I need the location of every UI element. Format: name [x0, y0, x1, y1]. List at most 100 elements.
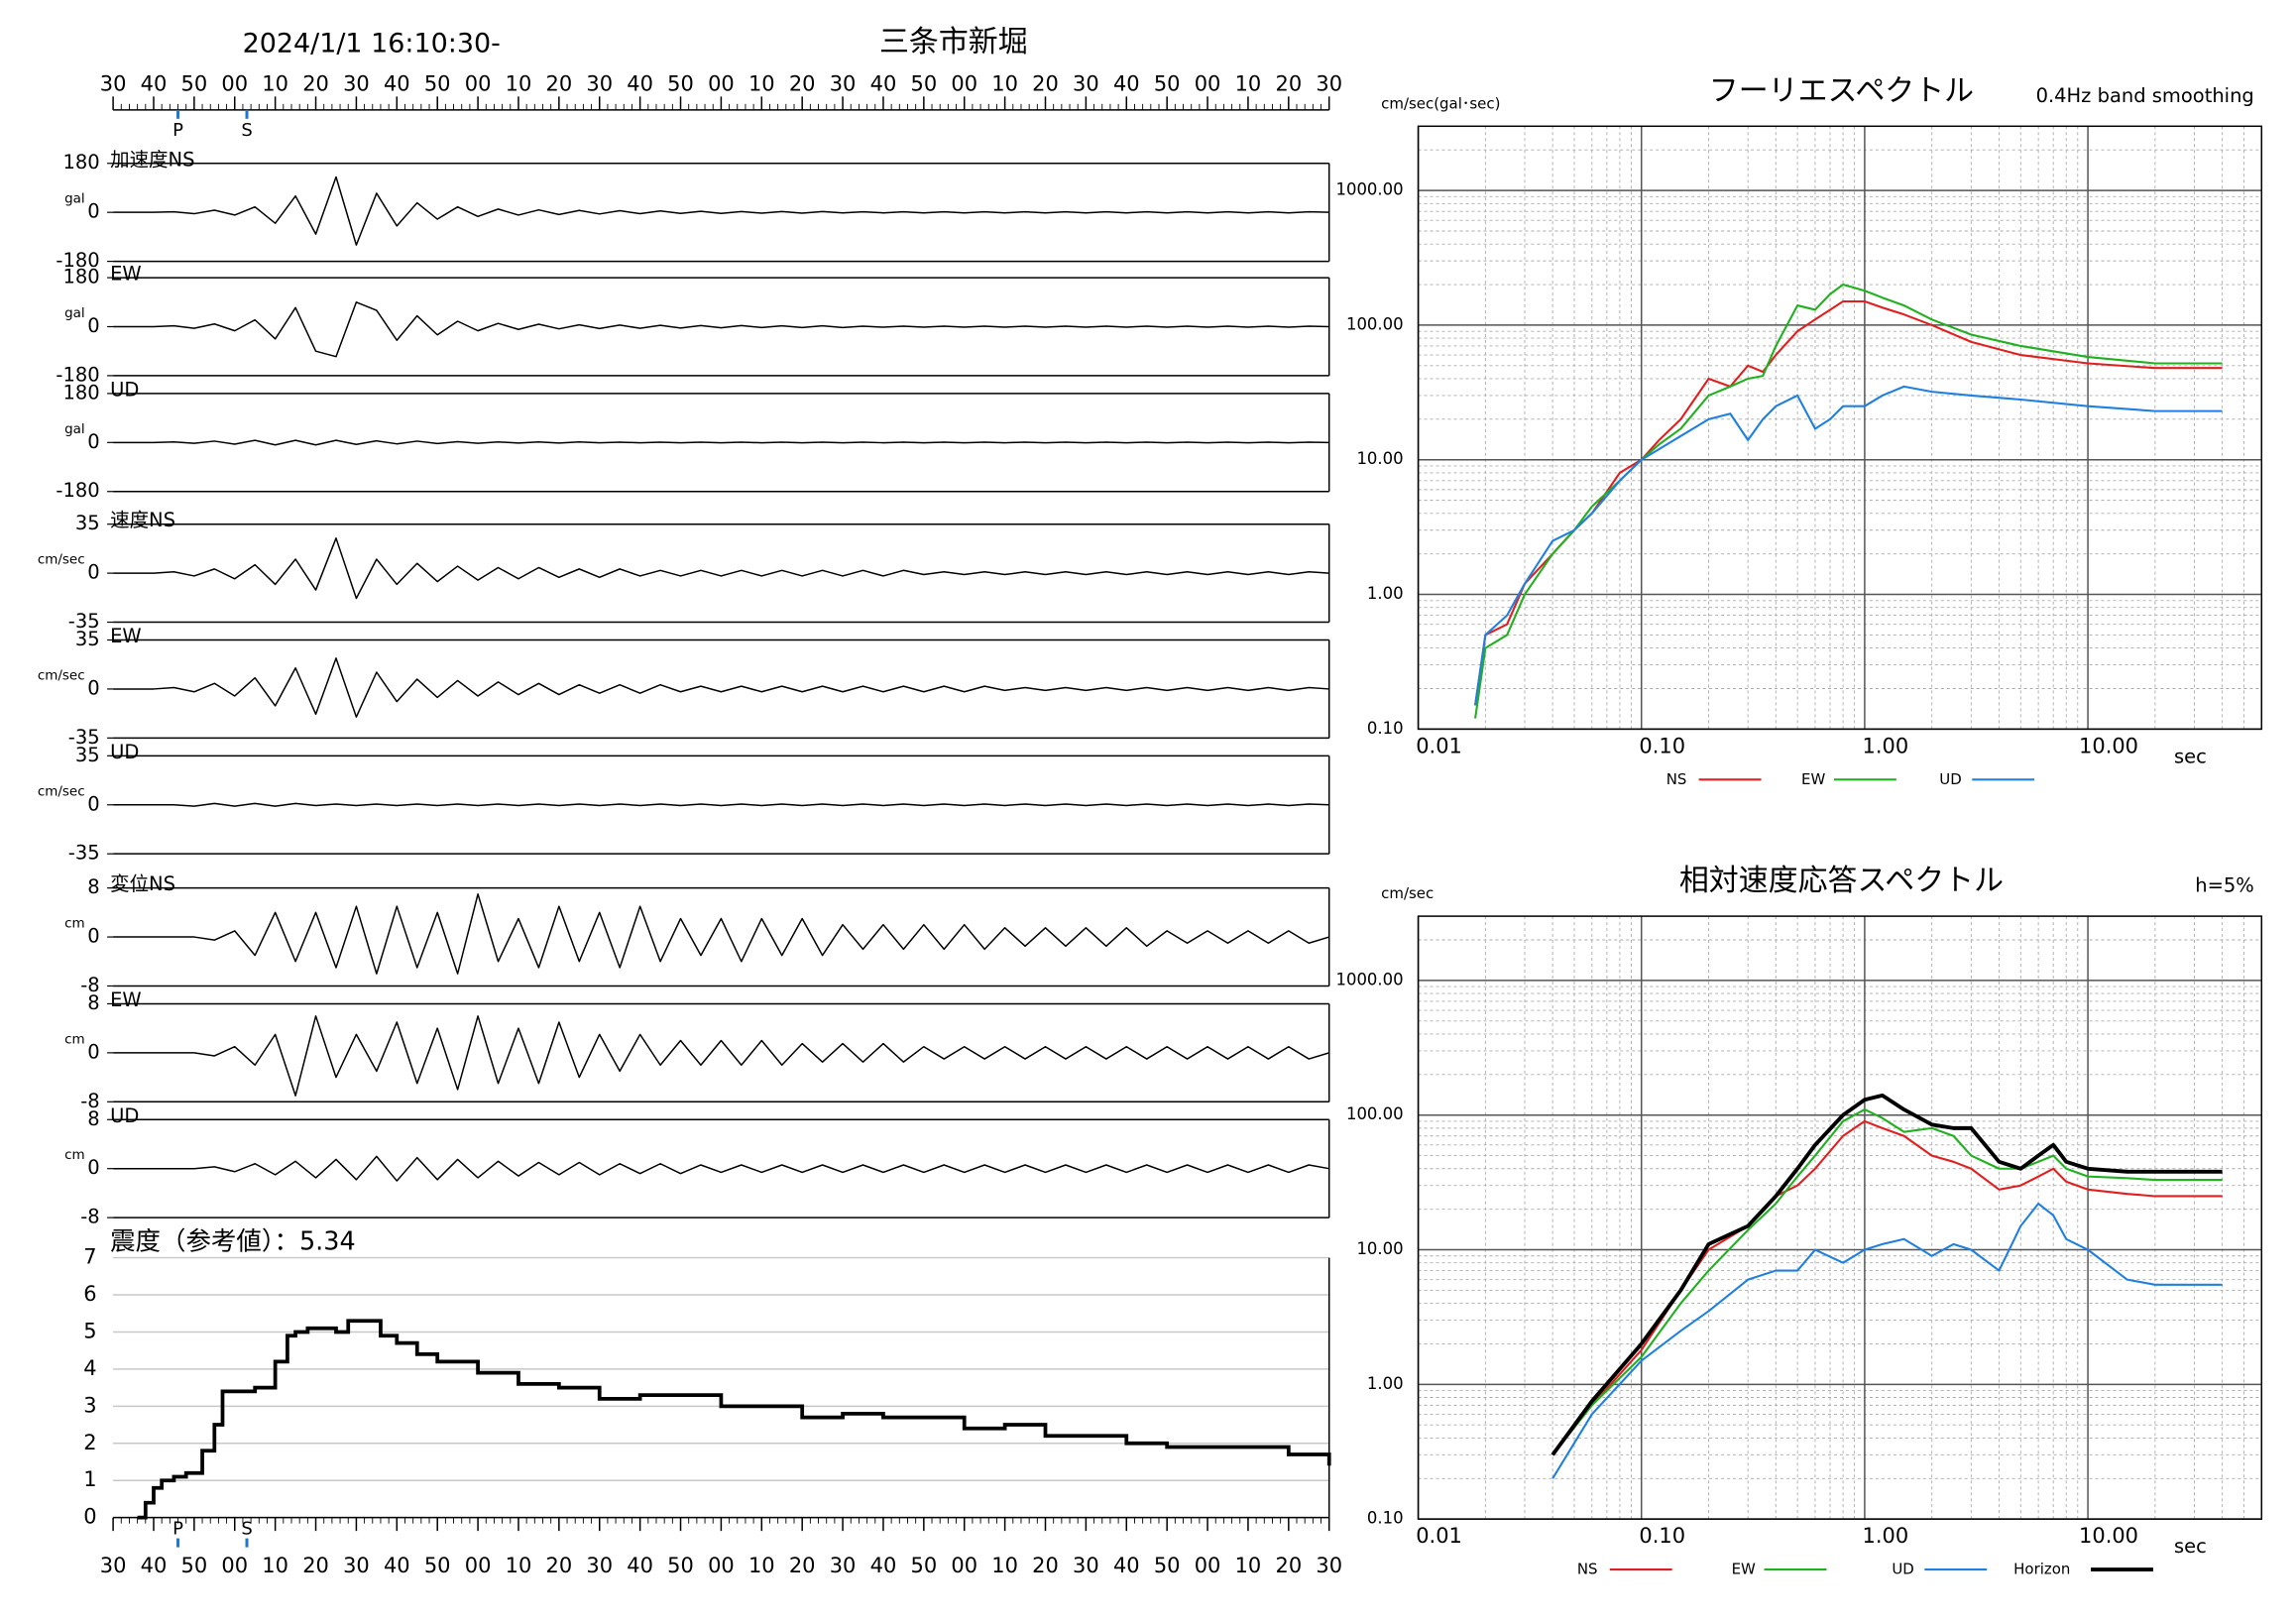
plot-frame [1417, 125, 2263, 731]
x-tick-label: 50 [424, 71, 451, 95]
x-tick-label: 40 [627, 1554, 653, 1577]
waveform-trace [113, 439, 1329, 446]
unit-label: cm/sec [38, 552, 85, 568]
x-tick-label: 30 [1073, 1554, 1099, 1577]
waveform-trace [113, 802, 1329, 807]
x-tick-label: 50 [667, 71, 694, 95]
legend-label: Horizon [2013, 1561, 2070, 1578]
spectrum-line [1474, 283, 2223, 719]
y-tick-label: 1.00 [1367, 1374, 1404, 1393]
x-tick-label: 40 [141, 1554, 168, 1577]
x-tick-label: 20 [1032, 1554, 1059, 1577]
x-tick-label: 1.00 [1863, 1524, 1909, 1548]
y-tick-label: 4 [83, 1356, 96, 1380]
intensity-title: 震度（参考値）：5.34 [110, 1227, 356, 1257]
x-tick-label: 0.01 [1416, 734, 1462, 757]
x-unit-label: sec [2174, 745, 2207, 767]
x-tick-label: 10 [1235, 71, 1262, 95]
intensity-line [137, 1319, 1331, 1520]
legend-label: NS [1577, 1561, 1598, 1578]
x-tick-label: 20 [1275, 71, 1302, 95]
legend-label: NS [1666, 770, 1687, 788]
unit-label: cm/sec [38, 783, 85, 799]
y-tick-label: 0 [87, 561, 99, 584]
y-tick-label: 180 [62, 381, 99, 404]
phase-label: P [172, 120, 183, 141]
panel-label: 変位NS [110, 872, 175, 895]
x-tick-label: 10 [506, 71, 532, 95]
x-tick-label: 10 [506, 1554, 532, 1577]
y-tick-label: -180 [56, 363, 99, 386]
unit-label: cm [64, 1031, 85, 1047]
y-tick-label: 0.10 [1367, 719, 1404, 738]
x-tick-label: 00 [465, 71, 492, 95]
y-tick-label: 0 [87, 676, 99, 699]
phase-label: S [241, 120, 252, 141]
y-tick-label: 1000.00 [1335, 180, 1403, 199]
y-tick-label: 7 [83, 1245, 96, 1269]
unit-label: gal [64, 421, 85, 437]
x-unit-label: sec [2174, 1535, 2207, 1558]
x-tick-label: 40 [1113, 1554, 1140, 1577]
x-tick-label: 20 [1275, 1554, 1302, 1577]
y-tick-label: 0 [83, 1505, 96, 1529]
unit-label: gal [64, 305, 85, 321]
y-tick-label: 8 [87, 875, 99, 898]
x-tick-label: 20 [546, 71, 573, 95]
x-tick-label: 10 [262, 1554, 288, 1577]
y-tick-label: -35 [68, 842, 100, 865]
x-tick-label: 40 [870, 71, 897, 95]
x-tick-label: 00 [465, 1554, 492, 1577]
y-unit-label: cm/sec [1381, 884, 1434, 902]
panel-label: 速度NS [110, 509, 175, 531]
x-tick-label: 0.10 [1639, 1524, 1685, 1548]
x-tick-label: 30 [830, 1554, 857, 1577]
x-tick-label: 00 [221, 1554, 248, 1577]
y-tick-label: 100.00 [1346, 1104, 1404, 1123]
y-tick-label: -35 [68, 610, 100, 633]
waveform-trace [113, 1155, 1329, 1182]
x-tick-label: 40 [627, 71, 653, 95]
x-tick-label: 20 [546, 1554, 573, 1577]
y-tick-label: -180 [56, 479, 99, 502]
x-tick-label: 20 [789, 71, 816, 95]
legend-label: EW [1801, 770, 1825, 788]
x-tick-label: 30 [830, 71, 857, 95]
x-tick-label: 20 [302, 71, 329, 95]
panel-label: EW [110, 263, 142, 286]
x-tick-label: 50 [424, 1554, 451, 1577]
phase-label: S [241, 1519, 252, 1540]
spectrum-line [1551, 1108, 2223, 1456]
y-tick-label: 0 [87, 1040, 99, 1063]
x-tick-label: 10 [991, 1554, 1018, 1577]
x-tick-label: 40 [384, 1554, 410, 1577]
y-tick-label: -8 [80, 1206, 99, 1228]
x-tick-label: 50 [181, 1554, 208, 1577]
y-tick-label: 0.10 [1367, 1509, 1404, 1528]
x-tick-label: 10.00 [2079, 734, 2138, 757]
unit-label: cm [64, 916, 85, 932]
waveform-trace [113, 537, 1329, 600]
panel-label: EW [110, 625, 142, 647]
y-tick-label: 5 [83, 1319, 96, 1342]
y-tick-label: 8 [87, 991, 99, 1014]
waveform-trace [113, 657, 1329, 718]
unit-label: cm/sec [38, 667, 85, 683]
x-tick-label: 10 [262, 71, 288, 95]
x-tick-label: 10 [1235, 1554, 1262, 1577]
spectrum-line [1550, 1093, 2223, 1456]
legend-label: EW [1732, 1561, 1756, 1578]
waveform-trace [113, 893, 1329, 975]
y-tick-label: 0 [87, 925, 99, 948]
x-tick-label: 40 [141, 71, 168, 95]
x-tick-label: 30 [586, 1554, 613, 1577]
x-tick-label: 50 [667, 1554, 694, 1577]
x-tick-label: 10 [748, 1554, 775, 1577]
y-tick-label: -8 [80, 1090, 99, 1112]
x-tick-label: 40 [384, 71, 410, 95]
y-tick-label: -180 [56, 249, 99, 272]
waveform-trace [113, 301, 1329, 358]
panel-label: UD [110, 741, 139, 763]
